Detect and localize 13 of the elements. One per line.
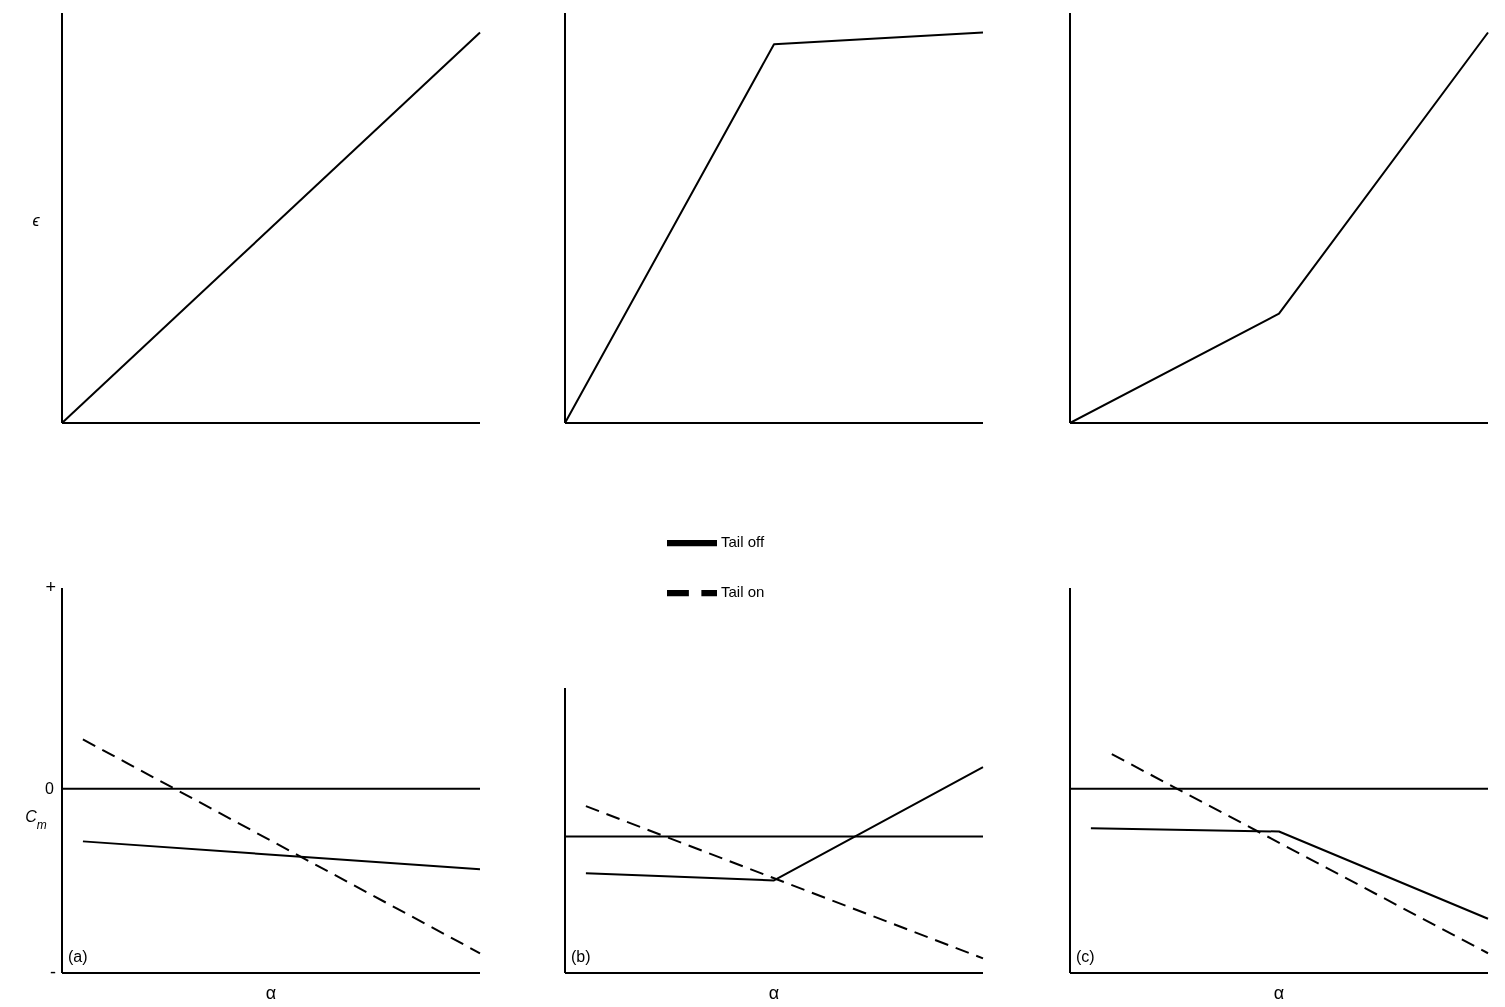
ref-line-label: 0 bbox=[45, 780, 55, 798]
text: + bbox=[44, 577, 56, 597]
text: - bbox=[49, 962, 56, 982]
x-axis-title: α bbox=[1273, 983, 1285, 1003]
annotation: (b) bbox=[571, 947, 591, 967]
x-axis-title: α bbox=[768, 983, 780, 1003]
annotation: (a) bbox=[68, 947, 88, 967]
legend-label: Tail off bbox=[721, 532, 765, 550]
annotation: (c) bbox=[1076, 947, 1095, 967]
y-axis-title: C$_{m}$ bbox=[25, 807, 47, 832]
x-axis-title: α bbox=[265, 983, 277, 1003]
y-axis-title: ϵ bbox=[32, 212, 41, 230]
legend-label: Tail on bbox=[721, 582, 765, 600]
